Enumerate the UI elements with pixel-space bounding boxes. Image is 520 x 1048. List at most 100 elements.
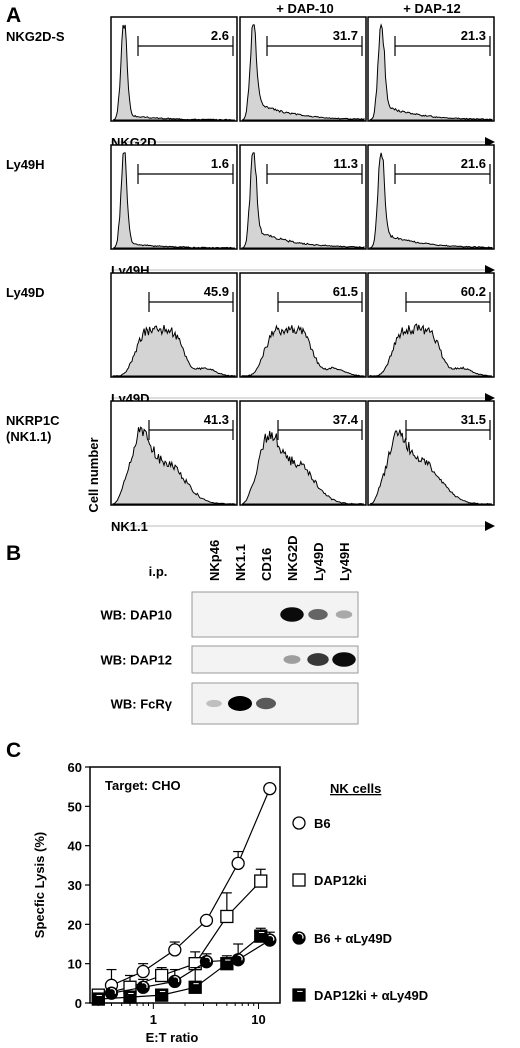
histogram-panel: 60.2 [367, 272, 495, 378]
data-point [123, 990, 137, 1004]
cell-number-axis-label: Cell number [86, 437, 101, 512]
receptor-label: Ly49D [6, 285, 45, 300]
data-point [292, 873, 306, 887]
histogram-curve [241, 324, 365, 377]
x-ticks: 1 10 [97, 1003, 266, 1027]
gate-percentage: 1.6 [211, 156, 229, 171]
legend-label: B6 [314, 816, 331, 831]
western-blots: WB: DAP10 WB: DAP12 WB: FcRγ [100, 591, 359, 725]
gate-percentage: 45.9 [204, 284, 229, 299]
blot-band [332, 652, 356, 667]
y-tick-label: 10 [68, 957, 82, 972]
y-tick-label: 40 [68, 839, 82, 854]
histogram-panel: 11.3 [239, 144, 367, 250]
histogram-curve [112, 24, 235, 121]
condition-dap10-label: + DAP-10 [276, 1, 333, 16]
y-ticks: 0 10 20 30 40 50 60 [68, 760, 90, 1011]
marker-axis-label: NK1.1 [111, 519, 148, 534]
condition-dap12-label: + DAP-12 [403, 1, 460, 16]
data-point [292, 988, 306, 1002]
data-point [263, 781, 277, 796]
data-point [168, 943, 182, 957]
histogram-curve [241, 430, 364, 505]
blot-strip: WB: DAP10 [100, 591, 359, 638]
data-point [231, 953, 245, 967]
histogram-panel: 41.3 [110, 400, 238, 506]
panel-c-letter: C [6, 739, 21, 762]
panel-b: B i.p. NKp46 NK1.1 CD16 NKG2D Ly49D Ly49H WB:… [6, 535, 359, 725]
receptor-label: Ly49H [6, 157, 45, 172]
legend-entry: B6 [292, 816, 331, 831]
data-point [199, 955, 214, 969]
receptor-label: NKG2D-S [6, 29, 65, 44]
legend-label: DAP12ki + αLy49D [314, 988, 428, 1003]
data-point [104, 986, 119, 1000]
y-tick-label: 30 [68, 878, 82, 893]
series-line [111, 788, 271, 986]
gate-percentage: 11.3 [333, 156, 358, 171]
blot-band [307, 653, 329, 666]
data-point [231, 856, 245, 871]
gate-percentage: 31.5 [461, 412, 486, 427]
gate-percentage: 41.3 [204, 412, 229, 427]
legend-title: NK cells [330, 781, 381, 796]
legend-entry: DAP12ki + αLy49D [292, 988, 428, 1003]
histogram-curve [369, 429, 492, 505]
legend: B6 DAP12ki B6 + αLy49D DAP12ki + αLy49D [292, 816, 428, 1003]
gate-percentage: 21.3 [461, 28, 486, 43]
histogram-curve [113, 152, 235, 249]
gate-percentage: 21.6 [461, 156, 486, 171]
histogram-curve [112, 325, 236, 377]
histogram-panel: 21.3 [367, 16, 495, 122]
histogram-curve [369, 323, 493, 377]
lane-label: NKp46 [207, 540, 222, 581]
blot-label: WB: DAP12 [100, 653, 172, 668]
histogram-curve [241, 152, 365, 249]
data-point [188, 980, 202, 994]
lane-label: NKG2D [285, 535, 300, 581]
histogram-curve [241, 24, 365, 121]
data-point [91, 992, 105, 1006]
histogram-curve [369, 152, 493, 249]
y-tick-label: 50 [68, 799, 82, 814]
blot-band [280, 607, 304, 622]
receptor-label: NKRP1C (NK1.1) [6, 413, 60, 444]
y-tick-label: 20 [68, 917, 82, 932]
lane-label: Ly49H [337, 542, 352, 581]
histogram-panel: 1.6 [110, 144, 238, 250]
data-point [254, 929, 268, 943]
y-axis-label: Specfic Lysis (%) [32, 832, 47, 938]
histogram-panel: 31.5 [367, 400, 495, 506]
histogram-panel: 45.9 [110, 272, 238, 378]
lane-label: CD16 [259, 548, 274, 581]
histogram-panel: 31.7 [239, 16, 367, 122]
legend-entry: DAP12ki [292, 873, 367, 888]
blot-label: WB: DAP10 [100, 608, 172, 623]
target-annotation: Target: CHO [105, 778, 181, 793]
data-point [220, 957, 234, 971]
data-point [292, 931, 306, 945]
lane-label: Ly49D [311, 542, 326, 581]
gate-percentage: 37.4 [333, 412, 359, 427]
panel-b-letter: B [6, 542, 21, 565]
panel-c: C Target: CHO Specfic Lysis (%) E:T rati… [6, 739, 428, 1045]
blot-strip: WB: DAP12 [100, 645, 359, 674]
blot-label: WB: FcRγ [111, 697, 173, 712]
legend-label: B6 + αLy49D [314, 931, 392, 946]
blot-band [228, 696, 252, 711]
lane-labels: NKp46 NK1.1 CD16 NKG2D Ly49D Ly49H [207, 535, 352, 581]
blot-band [206, 699, 222, 708]
histogram-panel: 37.4 [239, 400, 367, 506]
y-tick-label: 0 [75, 996, 82, 1011]
lane-label: NK1.1 [233, 544, 248, 581]
blot-band [335, 610, 353, 619]
histogram-panel: 61.5 [239, 272, 367, 378]
gate-percentage: 2.6 [211, 28, 229, 43]
y-tick-label: 60 [68, 760, 82, 775]
x-tick-label: 1 [150, 1012, 157, 1027]
gate-percentage: 31.7 [333, 28, 358, 43]
data-point [254, 874, 268, 888]
data-point [220, 909, 234, 924]
histogram-panel: 2.6 [110, 16, 238, 122]
